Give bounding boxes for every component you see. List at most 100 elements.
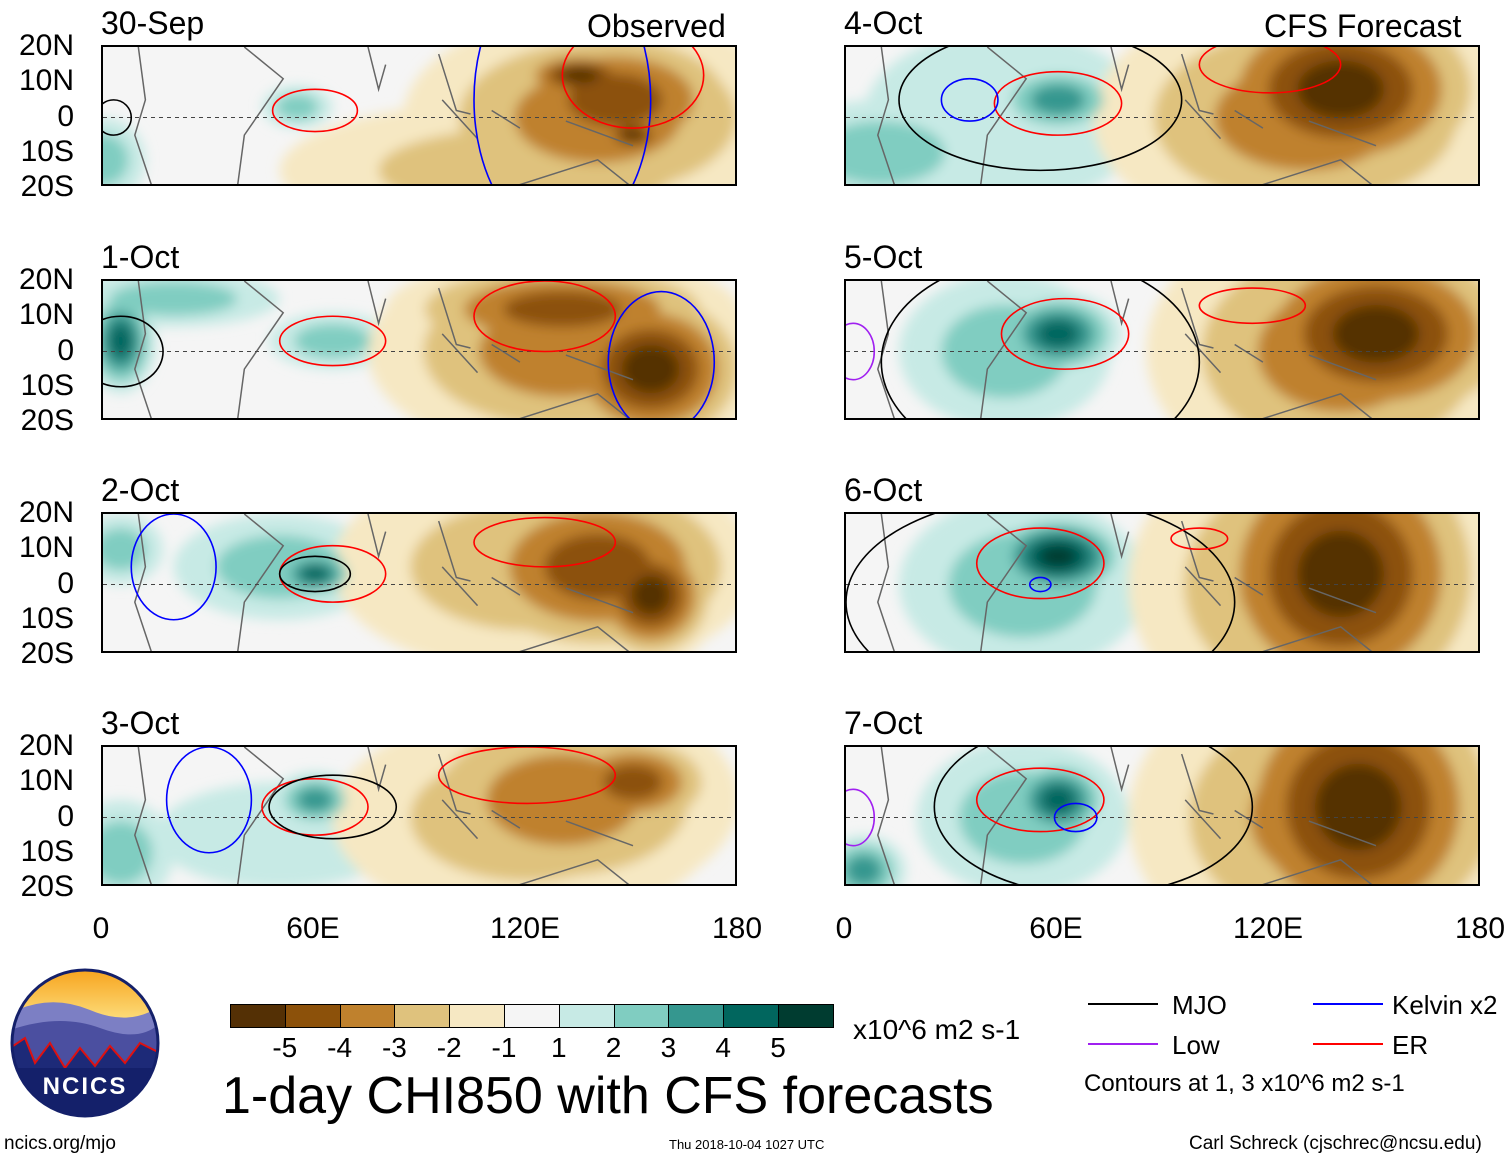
- forecast-label: CFS Forecast: [1264, 8, 1462, 44]
- wave-contour: [933, 747, 1254, 884]
- wave-contour: [473, 516, 617, 568]
- colorbar-swatch: [284, 1004, 341, 1028]
- wave-contour: [1198, 287, 1307, 325]
- colorbar-tick-label: -5: [272, 1032, 298, 1063]
- footer-url[interactable]: ncics.org/mjo: [4, 1133, 116, 1154]
- colorbar-swatch: [723, 1004, 779, 1028]
- legend-mjo-line: [1088, 1003, 1158, 1005]
- colorbar-tick-label: -4: [327, 1032, 353, 1063]
- lon-tick-label: 120E: [1232, 912, 1304, 945]
- lat-tick-label: 20N: [18, 29, 74, 62]
- wave-contour: [103, 315, 164, 388]
- legend-er-line: [1313, 1043, 1383, 1045]
- lat-tick-label: 10S: [20, 134, 74, 168]
- coastline: [877, 747, 1377, 884]
- legend-low-label: Low: [1172, 1030, 1220, 1060]
- panel-date-label: 30-Sep: [101, 5, 205, 41]
- chi-anomaly-shading: [294, 324, 371, 358]
- wave-contour: [261, 777, 369, 836]
- lon-tick-label: 0: [92, 912, 110, 945]
- chi-anomaly-shading: [1038, 544, 1078, 568]
- colorbar-swatch: [613, 1004, 670, 1028]
- lon-tick-label: 0: [835, 912, 853, 945]
- map-panel-7-Oct: [844, 745, 1480, 886]
- figure-title: 1-day CHI850 with CFS forecasts: [222, 1067, 994, 1125]
- panel-date-label: 3-Oct: [101, 705, 180, 741]
- colorbar-swatch: [778, 1004, 834, 1028]
- wave-contour: [473, 281, 617, 353]
- legend-mjo-label: MJO: [1172, 990, 1227, 1020]
- colorbar-swatch: [668, 1004, 725, 1028]
- colorbar-swatch: [230, 1004, 286, 1028]
- coastline: [134, 514, 634, 651]
- wave-contour: [940, 77, 999, 122]
- legend-kelvin-line: [1313, 1003, 1383, 1005]
- wave-contour: [846, 788, 876, 847]
- panel-date-label: 7-Oct: [844, 705, 923, 741]
- chi-anomaly-shading: [103, 134, 129, 184]
- chi-anomaly-shading: [1297, 60, 1385, 119]
- chi-anomaly-shading: [560, 67, 600, 83]
- colorbar-tick-label: -2: [436, 1032, 462, 1063]
- lat-tick-label: 0: [57, 799, 74, 833]
- map-panel-5-Oct: [844, 279, 1480, 420]
- chi-anomaly-shading: [1332, 305, 1420, 363]
- chi-anomaly-shading: [486, 754, 639, 846]
- map-panel-30-Sep: [101, 45, 737, 186]
- wave-contour: [561, 47, 705, 129]
- lat-tick-label: 10S: [20, 834, 74, 868]
- chi-anomaly-shading: [1314, 763, 1402, 851]
- wave-contour: [1000, 297, 1130, 370]
- contour-note: Contours at 1, 3 x10^6 m2 s-1: [1084, 1070, 1405, 1097]
- chi-anomaly-shading: [544, 533, 651, 600]
- lat-tick-label: 10N: [18, 298, 74, 332]
- panel-date-label: 6-Oct: [844, 472, 923, 508]
- wave-contour: [473, 47, 652, 184]
- map-panel-4-Oct: [844, 45, 1480, 186]
- chi-anomaly-shading: [276, 94, 319, 120]
- colorbar-tick-label: 2: [605, 1032, 622, 1063]
- coastline: [134, 47, 634, 184]
- coastline: [134, 747, 634, 884]
- coastline: [877, 47, 1377, 184]
- chi-anomaly-shading: [1036, 319, 1080, 348]
- chi-anomaly-shading: [1297, 530, 1385, 618]
- colorbar-swatch: [558, 1004, 615, 1028]
- lat-tick-label: 10S: [20, 601, 74, 635]
- wave-contour: [846, 322, 876, 381]
- wave-contour: [607, 290, 716, 418]
- lat-tick-label: 20N: [18, 496, 74, 529]
- colorbar-tick-label: 5: [770, 1032, 786, 1063]
- wave-contour: [130, 514, 217, 621]
- lon-tick-label: 180: [711, 912, 763, 945]
- lon-tick-label: 60E: [286, 912, 340, 945]
- chi-anomaly-shading: [103, 821, 153, 884]
- lat-tick-label: 20N: [18, 729, 74, 762]
- panel-date-label: 5-Oct: [844, 239, 923, 275]
- wave-contour: [975, 527, 1105, 600]
- lat-tick-label: 10N: [18, 531, 74, 565]
- colorbar-units: x10^6 m2 s-1: [853, 1014, 1021, 1045]
- chi-anomaly-shading: [108, 323, 133, 359]
- wave-contour: [898, 47, 1183, 172]
- lat-tick-label: 20S: [20, 170, 74, 203]
- lat-tick-label: 20N: [18, 263, 74, 296]
- ncics-logo: NCICS: [10, 968, 160, 1118]
- colorbar-swatch: [339, 1004, 396, 1028]
- colorbar-tick-label: 4: [715, 1032, 731, 1063]
- colorbar-tick-label: -1: [491, 1032, 517, 1063]
- chi-anomaly-shading: [621, 345, 680, 394]
- wave-contour: [278, 315, 387, 367]
- chi-anomaly-shading: [631, 575, 670, 615]
- lat-tick-label: 0: [57, 99, 74, 133]
- map-panel-6-Oct: [844, 512, 1480, 653]
- chi-anomaly-shading: [603, 764, 663, 800]
- wave-contour: [437, 747, 617, 805]
- chi-anomaly-shading: [621, 129, 645, 141]
- wave-contour: [1198, 47, 1342, 94]
- wave-contour: [271, 88, 359, 133]
- observed-label: Observed: [587, 8, 726, 44]
- panel-date-label: 2-Oct: [101, 472, 180, 508]
- legend-er-label: ER: [1392, 1030, 1429, 1060]
